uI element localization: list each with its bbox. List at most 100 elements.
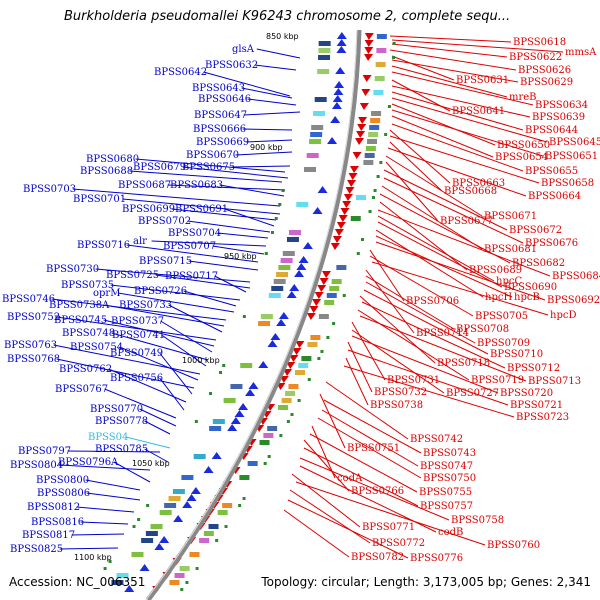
gene-label-BPSS0785: BPSS0785: [95, 444, 148, 455]
feature-block: [301, 356, 311, 361]
gene-arrow-forward: [327, 137, 337, 144]
gene-label-BPSS0684: BPSS0684: [552, 271, 600, 282]
feature-dot: [332, 322, 335, 325]
feature-block: [258, 321, 270, 326]
gene-label-BPSS0712: BPSS0712: [507, 363, 560, 374]
gene-arrow-forward: [294, 270, 304, 277]
gene-label-BPSS0746: BPSS0746: [2, 294, 55, 305]
feature-block: [222, 503, 232, 508]
gene-label-BPSS0715: BPSS0715: [139, 256, 192, 267]
gene-label-hpcD: hpcD: [550, 310, 576, 321]
feature-dot: [388, 105, 391, 108]
gene-label-BPSS0650: BPSS0650: [497, 140, 550, 151]
leader-line: [81, 522, 128, 524]
gene-label-glsA: glsA: [232, 44, 255, 55]
feature-block: [209, 426, 221, 431]
gene-arrow-reverse: [307, 313, 316, 320]
feature-block: [327, 293, 337, 298]
gene-label-BPSS0672: BPSS0672: [509, 225, 562, 236]
kbp-tick-label: 900 kbp: [250, 143, 283, 152]
gene-arrow-reverse: [335, 229, 344, 236]
feature-dot: [209, 392, 212, 395]
feature-block: [224, 398, 236, 403]
feature-block: [285, 391, 295, 396]
feature-dot: [372, 196, 375, 199]
gene-label-BPSS0692: BPSS0692: [547, 295, 600, 306]
feature-block: [373, 90, 383, 95]
feature-block: [310, 335, 320, 340]
gene-label-BPSS0709: BPSS0709: [477, 338, 530, 349]
gene-label-BPSS0771: BPSS0771: [362, 522, 415, 533]
gene-label-BPSS0727: BPSS0727: [446, 388, 499, 399]
gene-arrow-forward: [191, 487, 201, 494]
gene-label-BPSS0701: BPSS0701: [73, 194, 126, 205]
feature-dot: [282, 189, 285, 192]
feature-block: [368, 132, 378, 137]
leader-line: [161, 321, 212, 352]
gene-label-BPSS0689: BPSS0689: [469, 265, 522, 276]
leader-line: [189, 261, 258, 270]
gene-label-BPSS0646: BPSS0646: [198, 94, 251, 105]
feature-block: [289, 230, 301, 235]
leader-line: [72, 534, 124, 535]
gene-label-BPSS0758: BPSS0758: [451, 515, 504, 526]
feature-block: [309, 139, 321, 144]
feature-block: [370, 118, 380, 123]
feature-block: [204, 531, 214, 536]
gene-label-BPSS0812: BPSS0812: [27, 502, 80, 513]
leader-line: [370, 256, 473, 316]
gene-label-BPSS0782: BPSS0782: [351, 552, 404, 563]
gene-label-BPSS0751: BPSS0751: [347, 443, 400, 454]
gene-label-BPSS0752: BPSS0752: [7, 312, 60, 323]
leader-line: [352, 322, 385, 380]
gene-label-BPSS0716: BPSS0716: [77, 240, 130, 251]
gene-label-BPSS0796A: BPSS0796A: [58, 457, 119, 468]
feature-block: [278, 405, 288, 410]
feature-dot: [287, 420, 290, 423]
leader-line: [284, 510, 349, 557]
gene-arrow-forward: [204, 466, 214, 473]
gene-arrow-forward: [238, 403, 248, 410]
feature-block: [230, 384, 242, 389]
gene-label-BPSS0703: BPSS0703: [23, 184, 76, 195]
feature-dot: [379, 161, 382, 164]
feature-block: [375, 76, 385, 81]
leader-line: [243, 129, 292, 130]
gene-arrow-forward: [173, 515, 183, 522]
gene-label-BPSS0721: BPSS0721: [510, 400, 563, 411]
gene-label-BPSS0770: BPSS0770: [90, 404, 143, 415]
gene-arrow-forward: [332, 102, 342, 109]
gene-arrow-forward: [279, 312, 289, 319]
leader-line: [220, 185, 284, 196]
leader-line: [392, 44, 507, 57]
gene-label-BPSS0730: BPSS0730: [46, 264, 99, 275]
genome-map[interactable]: 850 kbp900 kbp950 kbp1000 kbp1050 kbp110…: [0, 0, 600, 600]
gene-arrow-forward: [248, 382, 258, 389]
feature-block: [169, 580, 179, 585]
feature-block: [194, 454, 206, 459]
gene-arrow-forward: [333, 88, 343, 95]
feature-dot: [271, 231, 274, 234]
gene-label-BPSS0668: BPSS0668: [444, 186, 497, 197]
left-gene-labels: glsABPSS0632BPSS0642BPSS0643BPSS0646BPSS…: [2, 44, 258, 555]
gene-label-BPSS0718: BPSS0718: [437, 358, 490, 369]
feature-block: [365, 153, 375, 158]
feature-dot: [320, 350, 323, 353]
gene-label-BPSS0643: BPSS0643: [192, 83, 245, 94]
feature-block: [317, 69, 329, 74]
gene-label-BPSS0757: BPSS0757: [420, 501, 473, 512]
feature-block: [213, 419, 225, 424]
leader-line: [77, 507, 134, 512]
feature-dot: [238, 504, 241, 507]
kbp-tick-label: 1100 kbp: [74, 553, 112, 562]
feature-dot: [291, 413, 294, 416]
gene-label-BPSS0687: BPSS0687: [118, 180, 171, 191]
gene-label-BPSS0750: BPSS0750: [423, 473, 476, 484]
leader-line: [87, 493, 140, 500]
gene-arrow-forward: [159, 536, 169, 543]
feature-block: [366, 146, 376, 151]
gene-arrow-reverse: [364, 47, 373, 54]
gene-label-BPSS0737: BPSS0737: [111, 316, 164, 327]
gene-arrow-forward: [227, 424, 237, 431]
feature-block: [218, 510, 228, 515]
